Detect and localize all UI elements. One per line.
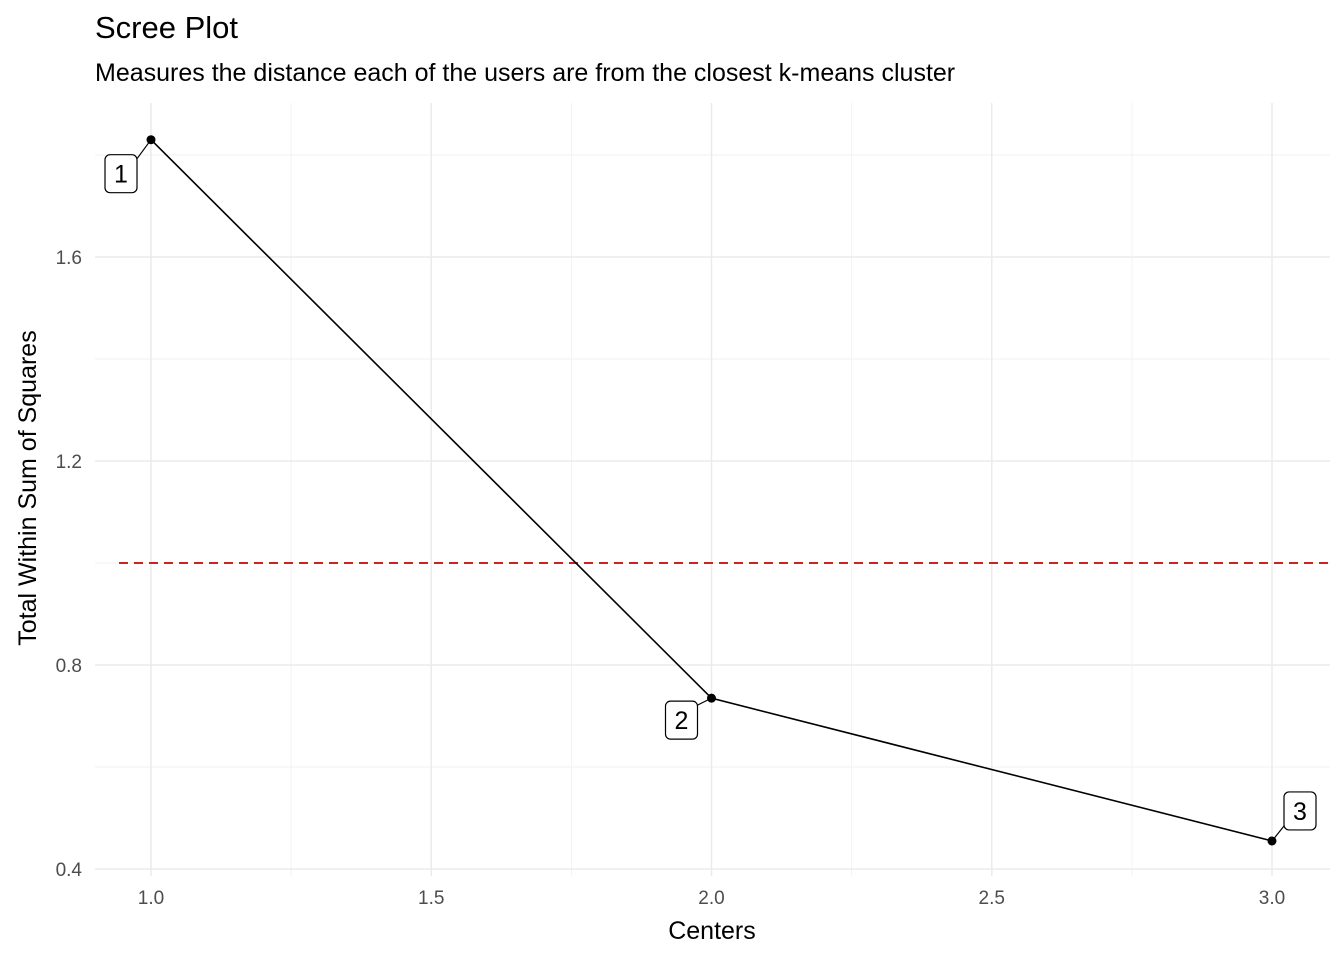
point-label-box	[104, 154, 138, 194]
y-axis-ticks: 0.4 0.8 1.2 1.6	[56, 248, 83, 881]
point-label: 3	[1293, 798, 1307, 826]
x-tick-label: 3.0	[1259, 888, 1285, 909]
label-connector	[136, 139, 152, 160]
x-axis-title: Centers	[668, 917, 756, 945]
y-tick-label: 1.2	[56, 452, 82, 473]
x-axis-ticks: 1.0 1.5 2.0 2.5 3.0	[138, 888, 1285, 909]
x-tick-label: 2.5	[979, 888, 1005, 909]
minor-gridlines	[95, 103, 1330, 876]
point-labels-group: 1 2 3	[104, 139, 1317, 842]
point-label-box	[664, 700, 699, 740]
y-axis-title: Total Within Sum of Squares	[14, 330, 42, 645]
label-connector	[697, 697, 712, 706]
chart-subtitle: Measures the distance each of the users …	[95, 59, 956, 87]
x-tick-label: 1.5	[418, 888, 444, 909]
major-gridlines	[95, 103, 1330, 876]
point-label: 2	[675, 707, 689, 735]
point-label: 1	[114, 161, 128, 189]
x-tick-label: 2.0	[698, 888, 724, 909]
point-label-box	[1283, 791, 1317, 831]
y-tick-label: 1.6	[56, 248, 82, 269]
y-tick-label: 0.4	[56, 860, 83, 881]
x-tick-label: 1.0	[138, 888, 164, 909]
y-tick-label: 0.8	[56, 656, 82, 677]
chart-title: Scree Plot	[95, 10, 239, 45]
label-connector	[1271, 825, 1285, 842]
